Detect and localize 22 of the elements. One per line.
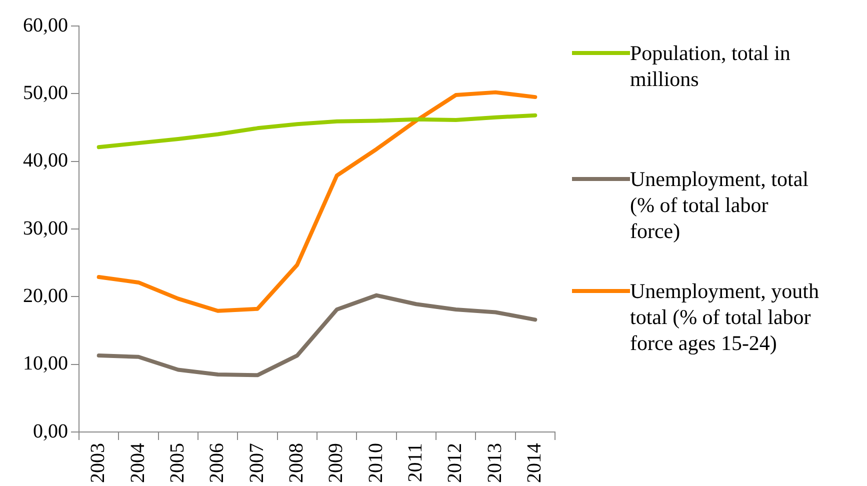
x-tick-label: 2009	[325, 443, 348, 483]
x-tick-label: 2014	[523, 443, 546, 483]
y-tick-label: 30,00	[23, 217, 68, 240]
x-tick-label: 2013	[484, 443, 506, 483]
y-tick-label: 20,00	[23, 284, 68, 307]
y-tick-label: 60,00	[23, 14, 68, 36]
x-tick-label: 2008	[285, 443, 308, 483]
legend-label: Unemployment, total (% of total labor force)	[630, 167, 808, 243]
x-tick-label: 2007	[246, 443, 268, 483]
legend-label: Population, total in millions	[630, 41, 790, 91]
x-tick-label: 2004	[126, 443, 149, 483]
y-tick-label: 40,00	[23, 150, 68, 172]
x-tick-label: 2003	[87, 443, 110, 483]
x-tick-label: 2006	[206, 443, 228, 483]
y-tick-label: 10,00	[23, 352, 68, 375]
y-tick-label: 50,00	[23, 82, 68, 104]
y-tick-label: 0,00	[33, 420, 68, 442]
x-tick-label: 2012	[444, 443, 466, 483]
x-tick-label: 2005	[166, 443, 188, 483]
x-tick-label: 2011	[404, 443, 426, 482]
x-tick-label: 2010	[364, 443, 387, 483]
legend-label: Unemployment, youth total (% of total labor force ages 15-24)	[630, 279, 819, 355]
